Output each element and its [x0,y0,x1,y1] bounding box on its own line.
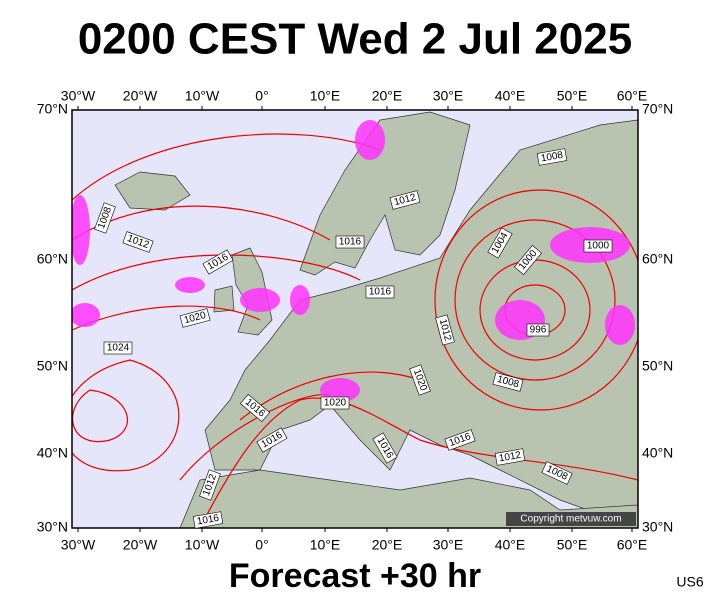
title: 0200 CEST Wed 2 Jul 2025 [78,15,632,64]
lon-label: 20°E [372,88,403,104]
lon-label: 20°W [123,88,158,104]
isobar-label: 1016 [339,237,362,248]
lon-label: 30°E [433,537,464,553]
isobar-label-bg [487,227,513,259]
isobar-label-bg [122,231,154,253]
isobar-label: 1016 [369,287,392,298]
lon-label: 0° [255,537,268,553]
isobar-label-bg [409,364,431,396]
lat-label: 40°N [37,445,68,461]
isobar-label-bg [372,432,398,464]
isobar-label-bg [192,511,224,529]
copyright-bg [506,512,636,526]
lat-label: 70°N [642,101,673,117]
isobar-label: 1016 [196,513,220,528]
isobar-label-bg [536,148,568,166]
isobar-label-bg [320,396,350,410]
isobar-label: 1000 [587,241,610,252]
forecast: Forecast +30 hr [229,557,481,595]
lat-label: 60°N [642,251,673,267]
isobar-label-bg [335,235,365,249]
lon-label: 30°E [433,88,464,104]
lat-label: 50°N [642,358,673,374]
isobar-label-bg [199,469,221,501]
isobar-label-bg [365,285,395,299]
lat-label: 60°N [37,251,68,267]
lon-label: 20°W [123,537,158,553]
lon-label: 10°E [310,537,341,553]
isobar-label-bg [583,239,613,253]
isobar-label: 1024 [107,343,130,354]
lon-label: 20°E [372,537,403,553]
isobar-label: 1020 [324,398,347,409]
isobar-label-bg [444,429,476,451]
lon-label: 50°E [557,88,588,104]
isobar-label-bg [494,448,526,466]
precipitation [72,120,635,402]
isobar-label-bg [435,314,455,346]
map: Copyright metvuw.com [71,109,639,529]
product-code: US6 [676,574,703,590]
copyright: Copyright metvuw.com [520,514,621,525]
isobar-label-bg [541,461,573,485]
lon-label: 30°W [61,88,96,104]
isobar [434,189,638,411]
lon-label: 60°E [617,88,648,104]
lat-label: 40°N [642,445,673,461]
isobar-label-bg [389,190,421,210]
lon-label: 40°E [495,537,526,553]
isobar-label-bg [256,427,288,453]
isobar-label-bg [492,372,524,392]
lon-label: 10°W [185,537,220,553]
isobar-label-bg [513,244,543,276]
lat-label: 30°N [642,519,673,535]
lon-label: 50°E [557,537,588,553]
isobar-label: 996 [530,325,547,336]
isobar-label-bg [103,341,133,355]
lat-label: 50°N [37,358,68,374]
isobar-label-bg [179,308,211,328]
lon-label: 30°W [61,537,96,553]
isobar-label-bg [239,393,271,423]
isobar-label-bg [202,249,234,275]
isobar-label-bg [526,323,550,337]
lon-label: 0° [255,88,268,104]
lon-label: 10°E [310,88,341,104]
lat-label: 30°N [37,519,68,535]
europe [204,119,638,528]
lon-label: 60°E [617,537,648,553]
isobar-label-bg [94,202,116,234]
iceland [114,171,191,211]
map-content [72,111,638,528]
lon-label: 40°E [495,88,526,104]
isobar-label: 1008 [540,150,564,165]
isobar-label: 1012 [498,450,522,465]
lon-label: 10°W [185,88,220,104]
lat-label: 70°N [37,101,68,117]
frame [71,109,639,529]
